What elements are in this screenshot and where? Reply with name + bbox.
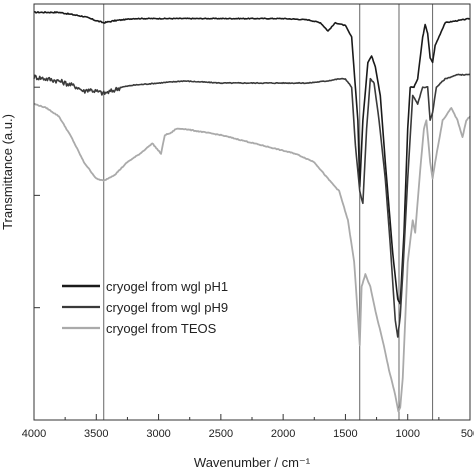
- x-axis-ticks: 4000 3500 3000 2500 2000 1500 1000 500: [22, 414, 474, 440]
- y-ticks: [34, 3, 40, 421]
- x-tick-label-3000: 3000: [146, 428, 170, 440]
- y-axis-label: Transmittance (a.u.): [0, 114, 15, 230]
- series-line-3: [34, 103, 471, 413]
- legend-label-3: cryogel from TEOS: [106, 321, 217, 336]
- x-tick-label-4000: 4000: [22, 428, 46, 440]
- legend: cryogel from wgl pH1 cryogel from wgl pH9…: [62, 279, 228, 336]
- x-tick-label-1500: 1500: [333, 428, 357, 440]
- x-tick-label-1000: 1000: [395, 428, 419, 440]
- vertical-markers: [103, 4, 434, 420]
- series-group: [33, 10, 471, 413]
- legend-label-1: cryogel from wgl pH1: [106, 279, 228, 294]
- x-tick-label-500: 500: [461, 428, 474, 440]
- x-tick-label-3500: 3500: [84, 428, 108, 440]
- x-tick-label-2000: 2000: [271, 428, 295, 440]
- legend-label-2: cryogel from wgl pH9: [106, 300, 228, 315]
- x-axis-label: Wavenumber / cm⁻¹: [194, 455, 311, 470]
- x-tick-label-2500: 2500: [209, 428, 233, 440]
- series-line-2: [33, 73, 471, 338]
